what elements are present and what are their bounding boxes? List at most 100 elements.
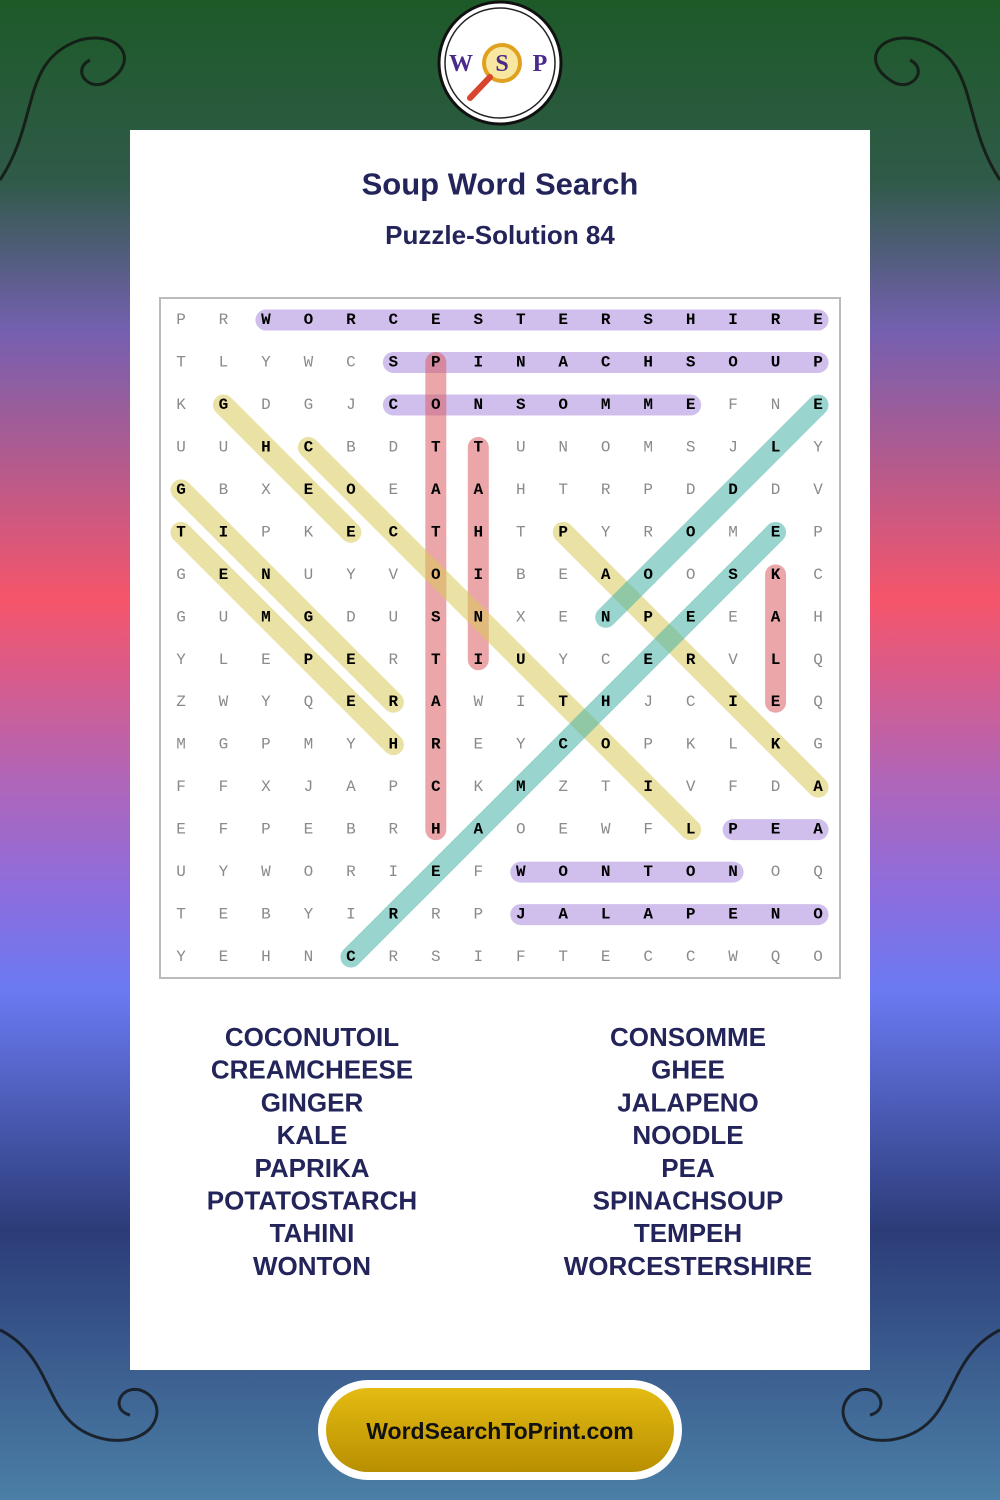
grid-letter: Y: [176, 651, 186, 669]
grid-letter: Y: [219, 863, 229, 881]
grid-letter: Q: [813, 651, 823, 669]
grid-letter: D: [771, 481, 781, 499]
grid-letter: C: [389, 523, 399, 541]
grid-letter: J: [728, 438, 738, 456]
grid-letter: B: [219, 481, 229, 499]
grid-letter: R: [601, 311, 611, 329]
grid-letter: N: [516, 353, 526, 371]
grid-letter: C: [304, 438, 314, 456]
grid-letter: F: [728, 778, 738, 796]
grid-letter: W: [219, 693, 229, 711]
grid-letter: V: [686, 778, 696, 796]
grid-letter: P: [261, 736, 271, 754]
grid-letter: W: [261, 863, 271, 881]
grid-letter: G: [219, 396, 229, 414]
grid-letter: O: [601, 438, 611, 456]
grid-letter: E: [219, 906, 229, 924]
grid-letter: N: [728, 863, 738, 881]
grid-letter: P: [473, 906, 483, 924]
grid-letter: K: [771, 566, 781, 584]
grid-letter: V: [728, 651, 738, 669]
grid-letter: O: [516, 821, 526, 839]
grid-letter: D: [261, 396, 271, 414]
grid-letter: E: [346, 651, 356, 669]
grid-letter: R: [389, 948, 399, 966]
logo-lens: [482, 43, 522, 83]
grid-letter: P: [261, 821, 271, 839]
grid-letter: F: [643, 821, 653, 839]
grid-letter: T: [558, 693, 568, 711]
grid-letter: R: [389, 651, 399, 669]
grid-letter: G: [176, 481, 186, 499]
grid-letter: T: [558, 948, 568, 966]
grid-letter: M: [261, 608, 271, 626]
grid-letter: E: [813, 311, 823, 329]
grid-letter: F: [219, 821, 229, 839]
grid-letter: P: [643, 608, 653, 626]
grid-letter: N: [771, 396, 781, 414]
grid-letter: N: [601, 863, 611, 881]
grid-letter: J: [346, 396, 356, 414]
grid-letter: G: [304, 396, 314, 414]
grid-letter: H: [516, 481, 526, 499]
grid-letter: A: [643, 906, 653, 924]
grid-letter: W: [516, 863, 526, 881]
grid-letter: N: [473, 608, 483, 626]
grid-letter: I: [346, 906, 356, 924]
grid-letter: Y: [304, 906, 314, 924]
grid-letter: H: [601, 693, 611, 711]
grid-letter: R: [686, 651, 696, 669]
grid-letter: U: [304, 566, 314, 584]
grid-letter: C: [558, 736, 568, 754]
grid-letter: B: [346, 438, 356, 456]
word-list-item: WONTON: [253, 1251, 371, 1281]
grid-letter: A: [813, 821, 823, 839]
grid-letter: N: [771, 906, 781, 924]
grid-letter: K: [686, 736, 696, 754]
solution-highlight: [297, 436, 702, 841]
grid-letter: P: [558, 523, 568, 541]
grid-letter: U: [516, 651, 526, 669]
grid-letter: R: [431, 906, 441, 924]
grid-letter: I: [473, 566, 483, 584]
grid-letter: O: [346, 481, 356, 499]
grid-letter: I: [473, 353, 483, 371]
grid-letter: C: [346, 948, 356, 966]
grid-letter: L: [601, 906, 611, 924]
grid-letter: H: [389, 736, 399, 754]
grid-letter: O: [686, 863, 696, 881]
grid-letter: T: [558, 481, 568, 499]
grid-letter: T: [431, 651, 441, 669]
grid-letter: S: [686, 438, 696, 456]
grid-letter: F: [176, 778, 186, 796]
grid-letter: N: [601, 608, 611, 626]
word-list-item: POTATOSTARCH: [207, 1186, 417, 1216]
grid-letter: E: [473, 736, 483, 754]
grid-letter: I: [728, 693, 738, 711]
grid-letter: U: [516, 438, 526, 456]
word-list-item: CREAMCHEESE: [211, 1055, 413, 1085]
word-list-item: NOODLE: [632, 1120, 743, 1150]
grid-letter: Q: [813, 863, 823, 881]
grid-letter: N: [558, 438, 568, 456]
grid-letter: E: [728, 906, 738, 924]
grid-letter: H: [431, 821, 441, 839]
grid-letter: P: [643, 736, 653, 754]
word-list-item: SPINACHSOUP: [593, 1186, 784, 1216]
footer-button: [326, 1388, 674, 1472]
grid-letter: G: [176, 608, 186, 626]
footer-site: WordSearchToPrint.com: [366, 1418, 634, 1444]
grid-letter: A: [431, 481, 441, 499]
grid-letter: Q: [771, 948, 781, 966]
grid-letter: P: [686, 906, 696, 924]
grid-letter: R: [389, 821, 399, 839]
grid-letter: G: [813, 736, 823, 754]
grid-letter: U: [219, 608, 229, 626]
grid-letter: A: [473, 481, 483, 499]
grid-letter: E: [431, 863, 441, 881]
subtitle: Puzzle-Solution 84: [385, 220, 615, 250]
grid-letter: J: [304, 778, 314, 796]
grid-letter: I: [473, 948, 483, 966]
word-list-item: GHEE: [651, 1055, 725, 1085]
word-list-item: TAHINI: [270, 1218, 355, 1248]
